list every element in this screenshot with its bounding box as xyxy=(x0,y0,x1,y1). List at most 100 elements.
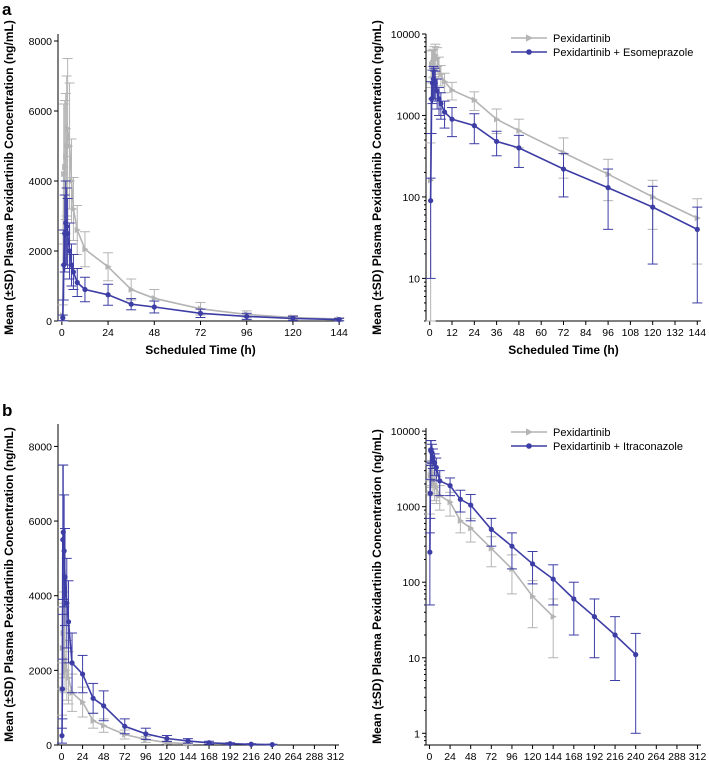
y-tick-label: 10000 xyxy=(391,426,420,438)
x-tick-label: 240 xyxy=(627,751,645,763)
data-point xyxy=(436,96,442,102)
data-point xyxy=(65,674,73,682)
data-point xyxy=(336,317,342,323)
data-point xyxy=(429,449,435,456)
data-point xyxy=(437,478,443,484)
y-tick-label: 10 xyxy=(408,653,420,665)
legend-marker xyxy=(526,49,532,55)
y-tick-label: 100 xyxy=(402,577,420,589)
x-tick-label: 0 xyxy=(59,751,65,763)
x-tick-label: 264 xyxy=(285,751,303,763)
data-point xyxy=(438,71,445,78)
data-point xyxy=(62,574,68,580)
x-tick-label: 36 xyxy=(491,327,503,339)
data-point xyxy=(447,483,453,489)
data-point xyxy=(101,722,108,729)
data-point xyxy=(68,177,76,185)
x-tick-label: 192 xyxy=(586,751,604,763)
chart-a-linear: 0 24 48 72 96 120 144 0 2000 4000 6000 8000 Schedule… xyxy=(2,20,348,357)
data-point xyxy=(457,517,464,525)
y-tick-label: 8000 xyxy=(29,36,53,48)
data-point xyxy=(438,100,444,107)
x-tick-label: 216 xyxy=(606,751,624,763)
data-point xyxy=(434,55,441,62)
y-axis-title: Mean (±SD) Plasma Pexidartinib Concentra… xyxy=(370,20,384,335)
x-tick-label: 48 xyxy=(148,327,160,339)
panel-label-a: a xyxy=(2,0,12,19)
x-axis-title: Scheduled Time (h) xyxy=(508,343,618,357)
data-point xyxy=(516,127,523,134)
data-point xyxy=(64,600,70,606)
data-point xyxy=(61,262,67,268)
data-point xyxy=(432,80,438,86)
y-axis-title: Mean (±SD) Plasma Pexidartinib Concentra… xyxy=(2,427,16,742)
data-point xyxy=(64,667,71,674)
x-tick-label: 96 xyxy=(506,751,518,763)
x-tick-label: 60 xyxy=(535,327,547,339)
data-point xyxy=(197,310,204,316)
data-point xyxy=(74,226,81,234)
data-point xyxy=(164,735,170,742)
data-point xyxy=(70,269,77,275)
x-tick-label: 72 xyxy=(119,751,131,763)
data-point xyxy=(471,123,477,129)
panel-label-b: b xyxy=(2,401,12,420)
data-point xyxy=(65,619,72,625)
x-tick-label: 216 xyxy=(242,751,260,763)
legend-label: Pexidartinib xyxy=(553,427,610,439)
data-point xyxy=(61,170,68,178)
data-point xyxy=(605,185,611,191)
y-tick-label: 1 xyxy=(414,728,420,740)
data-point xyxy=(269,741,275,748)
data-point xyxy=(428,96,435,102)
x-tick-label: 84 xyxy=(580,327,592,339)
data-point xyxy=(66,248,73,254)
data-point xyxy=(63,153,70,160)
y-tick-label: 0 xyxy=(46,740,52,752)
data-point xyxy=(509,543,515,549)
data-point xyxy=(82,246,89,253)
x-tick-label: 264 xyxy=(648,751,666,763)
data-point xyxy=(529,593,537,600)
data-point xyxy=(122,731,129,738)
y-tick-label: 4000 xyxy=(29,176,53,188)
data-point xyxy=(90,695,96,701)
data-point xyxy=(82,286,88,293)
x-tick-label: 312 xyxy=(327,751,345,763)
x-tick-label: 144 xyxy=(689,327,707,339)
x-tick-label: 288 xyxy=(668,751,686,763)
data-point xyxy=(69,660,75,666)
data-point xyxy=(244,313,250,320)
data-point xyxy=(441,78,449,85)
y-tick-label: 1000 xyxy=(397,110,421,122)
x-tick-label: 120 xyxy=(644,327,662,339)
data-point xyxy=(122,723,128,729)
data-point xyxy=(128,301,134,307)
data-point xyxy=(468,502,474,508)
series-combo xyxy=(424,440,641,734)
x-tick-label: 0 xyxy=(427,751,433,763)
data-point xyxy=(60,315,66,321)
data-point xyxy=(61,548,67,554)
data-point xyxy=(516,145,522,151)
data-point xyxy=(694,226,700,232)
data-point xyxy=(468,524,475,532)
x-tick-label: 72 xyxy=(558,327,570,339)
data-point xyxy=(74,279,80,286)
y-tick-label: 8000 xyxy=(29,441,53,453)
data-point xyxy=(433,484,440,491)
x-tick-label: 96 xyxy=(241,327,253,339)
series-combo xyxy=(56,464,278,748)
data-point xyxy=(128,286,135,293)
x-tick-label: 120 xyxy=(524,751,542,763)
data-point xyxy=(79,671,86,677)
x-tick-label: 168 xyxy=(200,751,218,763)
legend-marker xyxy=(526,443,532,449)
legend-label: Pexidartinib + Itraconazole xyxy=(553,441,683,453)
data-point xyxy=(70,205,78,213)
y-tick-label: 100 xyxy=(402,192,420,204)
legend-label: Pexidartinib xyxy=(553,33,610,45)
data-point xyxy=(488,526,494,533)
data-point xyxy=(64,223,70,230)
x-tick-label: 12 xyxy=(446,327,458,339)
